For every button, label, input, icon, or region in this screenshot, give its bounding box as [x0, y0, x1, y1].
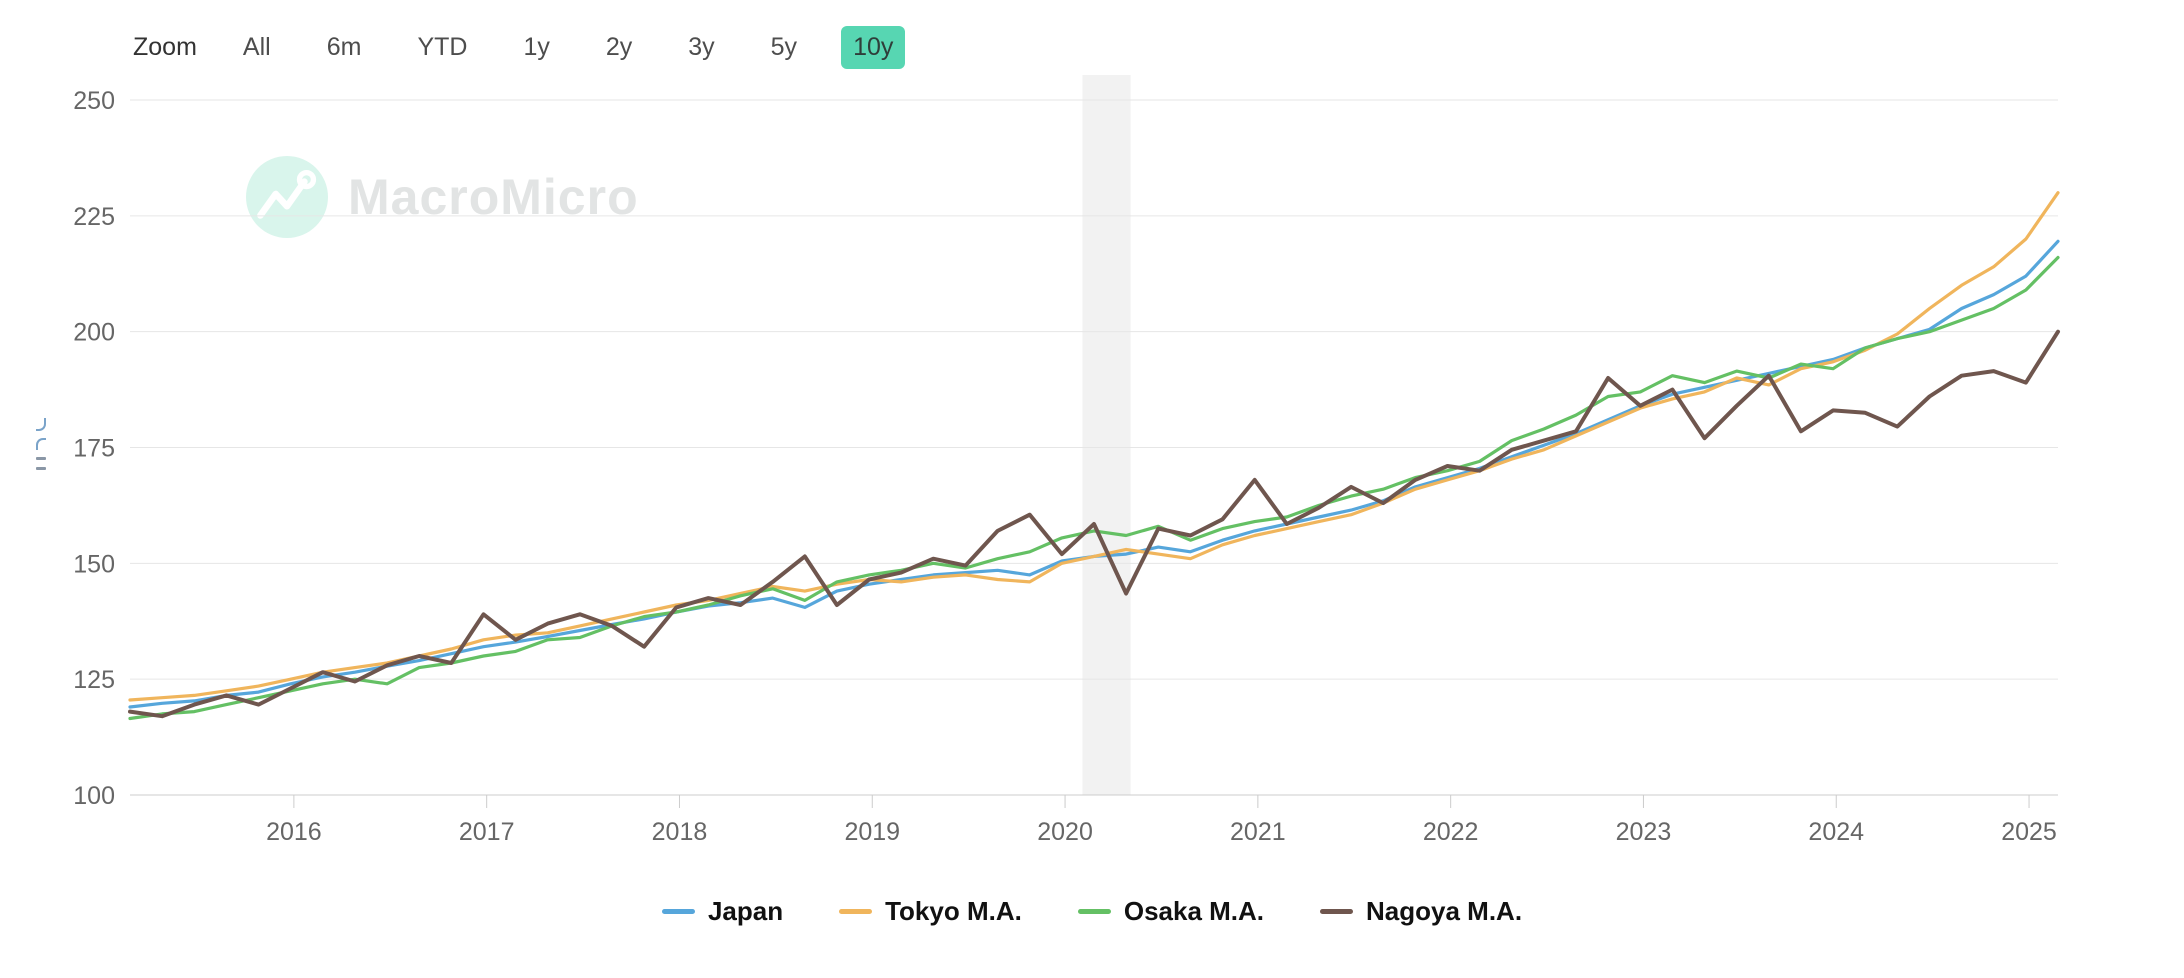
x-axis-tick-label: 2020: [1037, 818, 1093, 846]
zoom-button-5y[interactable]: 5y: [770, 32, 798, 61]
x-axis-tick-label: 2017: [459, 818, 515, 846]
y-axis-tick-label: 200: [73, 319, 115, 347]
x-axis-tick-label: 2018: [652, 818, 708, 846]
y-axis-tick-label: 225: [73, 203, 115, 231]
y-axis-tick-label: 125: [73, 666, 115, 694]
zoom-button-6m[interactable]: 6m: [326, 32, 362, 61]
x-axis-tick-label: 2021: [1230, 818, 1286, 846]
legend-item-tokyo-m-a[interactable]: Tokyo M.A.: [839, 896, 1022, 927]
zoom-button-2y[interactable]: 2y: [605, 32, 633, 61]
legend-marker: [839, 909, 873, 914]
x-axis-tick-label: 2025: [2001, 818, 2057, 846]
y-axis-tick-label: 175: [73, 435, 115, 463]
legend-item-nagoya-m-a[interactable]: Nagoya M.A.: [1320, 896, 1522, 927]
legend-item-japan[interactable]: Japan: [661, 896, 784, 927]
clipped-glyph: [36, 418, 46, 431]
x-axis-tick-label: 2023: [1616, 818, 1672, 846]
price-index-chart: 100 125 150 175 200 225 250 2016 2017 2018 2019 202…: [73, 75, 2060, 846]
x-axis-tick-label: 2016: [266, 818, 322, 846]
clipped-glyph: [36, 467, 46, 470]
chart-legend: Japan Tokyo M.A. Osaka M.A. Nagoya M.A.: [0, 896, 2184, 927]
y-axis-tick-label: 150: [73, 550, 115, 578]
zoom-button-1y[interactable]: 1y: [523, 32, 550, 61]
zoom-label: Zoom: [133, 32, 197, 61]
zoom-button-all[interactable]: All: [242, 32, 271, 61]
clipped-glyph: [36, 457, 46, 460]
legend-item-osaka-m-a[interactable]: Osaka M.A.: [1077, 896, 1265, 927]
plot-area[interactable]: [130, 75, 2058, 795]
legend-label: Tokyo M.A.: [885, 896, 1022, 926]
series-line-tokyo-m-a: [128, 191, 2060, 702]
x-axis-tick-label: 2024: [1808, 818, 1864, 846]
zoom-button-3y[interactable]: 3y: [688, 32, 715, 61]
x-axis-tick-label: 2022: [1423, 818, 1479, 846]
series-line-nagoya-m-a: [128, 329, 2060, 719]
zoom-range-bar: Zoom All 6m YTD 1y 2y 3y 5y 10y: [133, 24, 906, 70]
clipped-y-axis-label-fragment: [36, 418, 50, 518]
y-axis-tick-label: 250: [73, 87, 115, 115]
legend-label: Osaka M.A.: [1123, 896, 1265, 926]
legend-label: Japan: [707, 896, 784, 926]
recession-band: [1082, 75, 1131, 795]
legend-marker: [1077, 909, 1111, 914]
legend-label: Nagoya M.A.: [1366, 896, 1523, 926]
zoom-button-ytd[interactable]: YTD: [417, 32, 468, 61]
zoom-button-10y[interactable]: 10y: [841, 25, 906, 69]
y-axis-tick-label: 100: [73, 782, 115, 810]
x-axis-tick-label: 2019: [844, 818, 900, 846]
clipped-glyph: [36, 438, 46, 450]
legend-marker: [1320, 909, 1354, 914]
legend-marker: [661, 909, 695, 914]
